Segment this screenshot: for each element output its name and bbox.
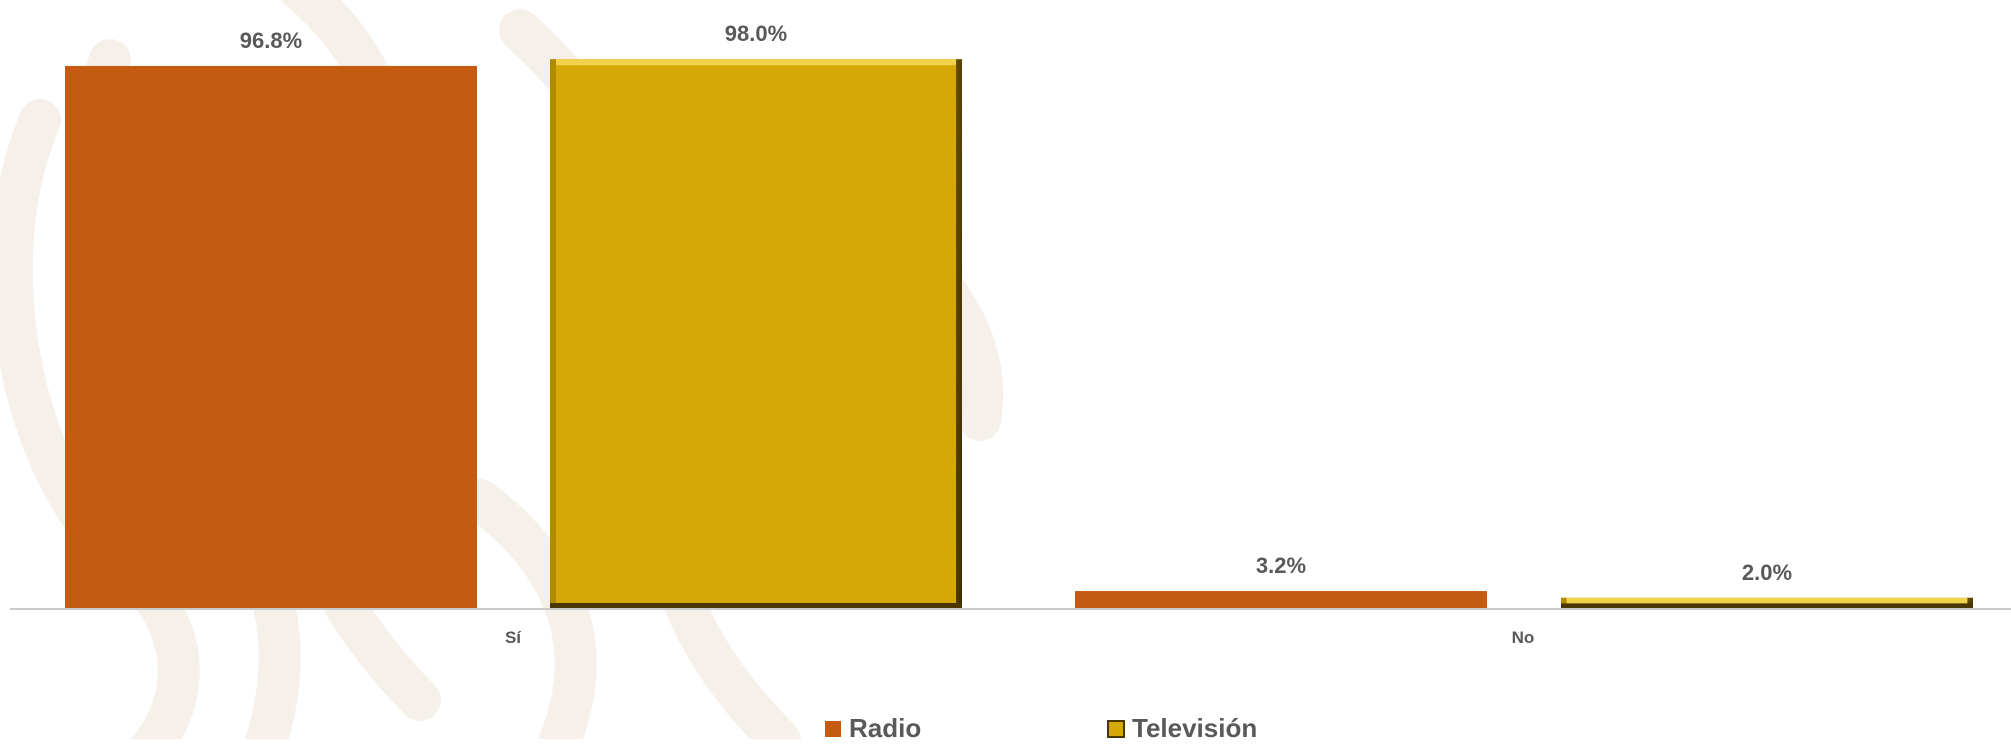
- legend-label: Televisión: [1132, 713, 1257, 739]
- bar-bevel-top: [1561, 597, 1973, 604]
- bar-rect: [1075, 591, 1487, 609]
- legend-entry-televisin: Televisión: [1107, 713, 1257, 743]
- legend-swatch-border: [1107, 720, 1125, 738]
- bar-televisin-no: [1561, 597, 1973, 609]
- bar-bevel-bottom: [550, 603, 962, 609]
- bars-layer: [65, 59, 1973, 610]
- legend-swatch: [1108, 721, 1124, 737]
- bar-rect: [65, 65, 477, 609]
- legend: Radio Televisión: [825, 713, 1257, 743]
- bar-bevel-right: [956, 59, 962, 610]
- bar-bevel-left: [550, 59, 556, 610]
- x-tick-label: No: [1512, 628, 1535, 647]
- data-label: 96.8%: [240, 28, 302, 53]
- bar-radio-no: [1075, 591, 1487, 609]
- bar-bevel-top: [550, 59, 962, 66]
- bar-bevel-bottom: [1561, 603, 1973, 609]
- bar-rect: [550, 59, 962, 610]
- legend-swatch: [825, 721, 841, 737]
- legend-entry-radio: Radio: [825, 713, 921, 743]
- legend-label: Radio: [849, 713, 921, 739]
- data-label: 2.0%: [1742, 560, 1792, 585]
- data-label: 98.0%: [725, 21, 787, 46]
- bar-radio-s: [65, 65, 477, 609]
- bar-televisin-s: [550, 59, 962, 610]
- data-label: 3.2%: [1256, 553, 1306, 578]
- data-labels-layer: 96.8% 98.0% 3.2% 2.0%: [240, 21, 1792, 585]
- x-axis-ticks: Sí No: [505, 628, 1534, 647]
- x-tick-label: Sí: [505, 628, 522, 647]
